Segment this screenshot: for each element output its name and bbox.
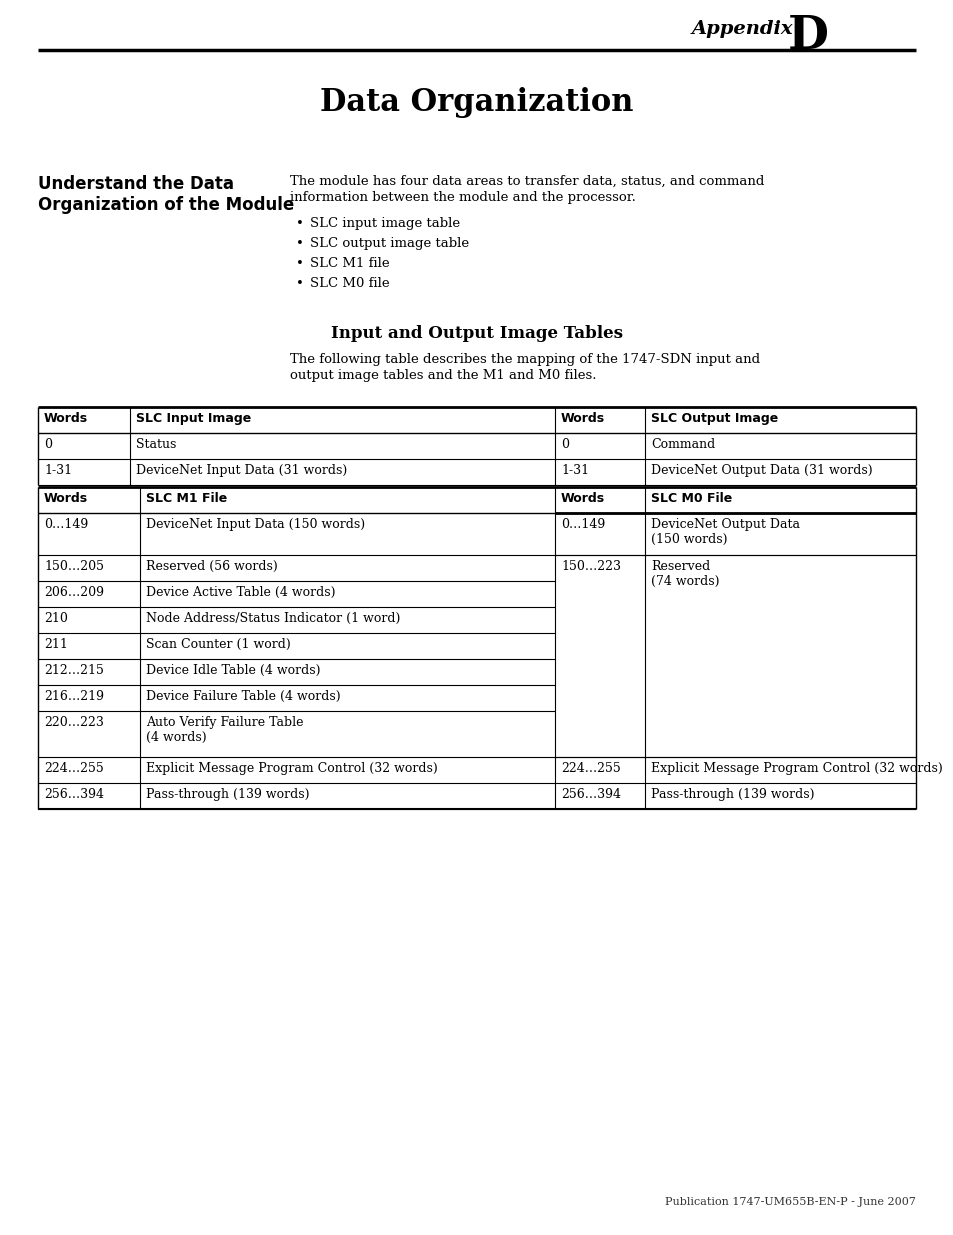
Text: Device Idle Table (4 words): Device Idle Table (4 words) [146, 664, 320, 677]
Text: Words: Words [560, 412, 604, 425]
Text: •: • [295, 277, 304, 290]
Text: SLC input image table: SLC input image table [310, 217, 459, 230]
Text: Node Address/Status Indicator (1 word): Node Address/Status Indicator (1 word) [146, 613, 400, 625]
Text: 212…215: 212…215 [44, 664, 104, 677]
Text: Device Failure Table (4 words): Device Failure Table (4 words) [146, 690, 340, 703]
Text: •: • [295, 257, 304, 270]
Text: Device Active Table (4 words): Device Active Table (4 words) [146, 585, 335, 599]
Text: 0…149: 0…149 [44, 517, 89, 531]
Text: DeviceNet Output Data (31 words): DeviceNet Output Data (31 words) [650, 464, 872, 477]
Text: 211: 211 [44, 638, 68, 651]
Text: Words: Words [44, 492, 88, 505]
Text: DeviceNet Input Data (150 words): DeviceNet Input Data (150 words) [146, 517, 365, 531]
Text: Reserved (56 words): Reserved (56 words) [146, 559, 277, 573]
Text: 256…394: 256…394 [44, 788, 104, 802]
Text: 210: 210 [44, 613, 68, 625]
Text: Explicit Message Program Control (32 words): Explicit Message Program Control (32 wor… [650, 762, 942, 776]
Text: DeviceNet Input Data (31 words): DeviceNet Input Data (31 words) [136, 464, 347, 477]
Text: 224…255: 224…255 [44, 762, 104, 776]
Text: Pass-through (139 words): Pass-through (139 words) [650, 788, 814, 802]
Text: The following table describes the mapping of the 1747-SDN input and: The following table describes the mappin… [290, 353, 760, 366]
Text: Scan Counter (1 word): Scan Counter (1 word) [146, 638, 291, 651]
Text: 220…223: 220…223 [44, 716, 104, 729]
Text: 1‑31: 1‑31 [44, 464, 72, 477]
Text: Pass-through (139 words): Pass-through (139 words) [146, 788, 309, 802]
Text: 206…209: 206…209 [44, 585, 104, 599]
Text: Understand the Data
Organization of the Module: Understand the Data Organization of the … [38, 175, 294, 214]
Text: 0…149: 0…149 [560, 517, 604, 531]
Text: 216…219: 216…219 [44, 690, 104, 703]
Text: Reserved
(74 words): Reserved (74 words) [650, 559, 719, 588]
Text: SLC M1 File: SLC M1 File [146, 492, 227, 505]
Text: SLC M0 File: SLC M0 File [650, 492, 732, 505]
Text: 0: 0 [44, 438, 52, 451]
Text: Explicit Message Program Control (32 words): Explicit Message Program Control (32 wor… [146, 762, 437, 776]
Text: 0: 0 [560, 438, 568, 451]
Text: DeviceNet Output Data
(150 words): DeviceNet Output Data (150 words) [650, 517, 800, 546]
Text: 224…255: 224…255 [560, 762, 620, 776]
Text: The module has four data areas to transfer data, status, and command: The module has four data areas to transf… [290, 175, 763, 188]
Text: Appendix: Appendix [691, 20, 800, 38]
Text: Publication 1747-UM655B-EN-P - June 2007: Publication 1747-UM655B-EN-P - June 2007 [664, 1197, 915, 1207]
Text: Data Organization: Data Organization [320, 86, 633, 119]
Text: •: • [295, 217, 304, 230]
Text: Command: Command [650, 438, 715, 451]
Text: •: • [295, 237, 304, 249]
Text: SLC output image table: SLC output image table [310, 237, 469, 249]
Text: 150…223: 150…223 [560, 559, 620, 573]
Text: 256…394: 256…394 [560, 788, 620, 802]
Text: Input and Output Image Tables: Input and Output Image Tables [331, 325, 622, 342]
Text: Auto Verify Failure Table
(4 words): Auto Verify Failure Table (4 words) [146, 716, 303, 743]
Text: SLC Input Image: SLC Input Image [136, 412, 251, 425]
Text: SLC Output Image: SLC Output Image [650, 412, 778, 425]
Text: information between the module and the processor.: information between the module and the p… [290, 191, 636, 204]
Text: Status: Status [136, 438, 176, 451]
Text: D: D [787, 14, 828, 59]
Text: SLC M1 file: SLC M1 file [310, 257, 389, 270]
Text: 1‑31: 1‑31 [560, 464, 589, 477]
Text: Words: Words [44, 412, 88, 425]
Text: output image tables and the M1 and M0 files.: output image tables and the M1 and M0 fi… [290, 369, 596, 382]
Text: SLC M0 file: SLC M0 file [310, 277, 389, 290]
Text: 150…205: 150…205 [44, 559, 104, 573]
Text: Words: Words [560, 492, 604, 505]
